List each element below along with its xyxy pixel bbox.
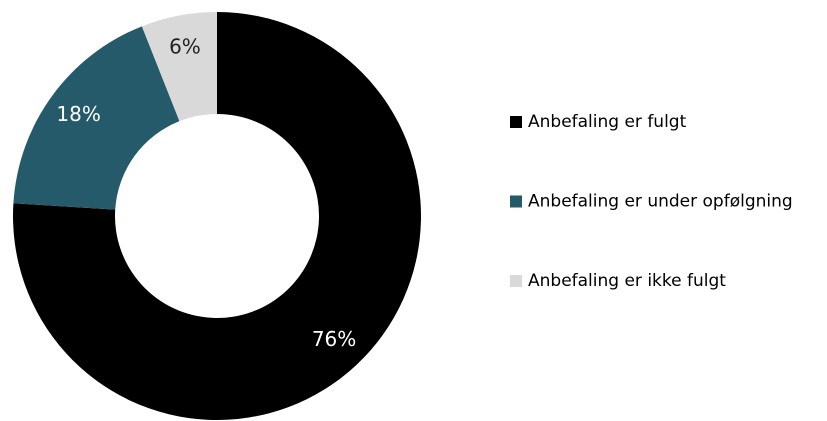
value-label: 18% [56, 102, 100, 126]
value-label: 6% [169, 35, 201, 59]
slice [141, 12, 217, 122]
legend-label: Anbefaling er under opfølgning [528, 192, 793, 212]
legend-swatch [510, 275, 522, 287]
value-label: 76% [312, 327, 356, 351]
legend-label: Anbefaling er fulgt [528, 112, 687, 132]
slice [13, 12, 422, 420]
legend-swatch [510, 195, 522, 208]
legend-swatch [510, 116, 522, 128]
slice [13, 26, 180, 210]
legend-label: Anbefaling er ikke fulgt [528, 271, 726, 291]
